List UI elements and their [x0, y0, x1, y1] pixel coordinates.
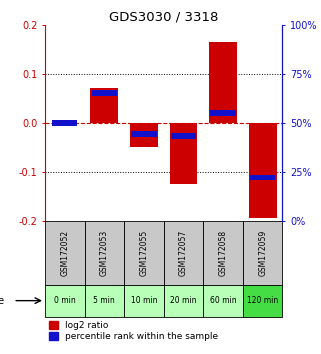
Text: 10 min: 10 min — [131, 296, 157, 305]
Bar — [210, 110, 236, 116]
Bar — [164, 221, 203, 285]
Bar — [203, 221, 243, 285]
Text: 120 min: 120 min — [247, 296, 278, 305]
Text: 5 min: 5 min — [93, 296, 115, 305]
Title: GDS3030 / 3318: GDS3030 / 3318 — [109, 11, 218, 24]
Bar — [164, 285, 203, 317]
Text: 60 min: 60 min — [210, 296, 236, 305]
Bar — [169, 123, 197, 184]
Bar — [203, 285, 243, 317]
Bar — [52, 120, 77, 126]
Text: GSM172059: GSM172059 — [258, 229, 267, 276]
Bar — [91, 90, 117, 96]
Text: GSM172053: GSM172053 — [100, 229, 109, 276]
Text: 0 min: 0 min — [54, 296, 76, 305]
Bar — [250, 175, 275, 181]
Text: GSM172055: GSM172055 — [139, 229, 148, 276]
Bar — [243, 285, 282, 317]
Bar — [171, 133, 196, 139]
Bar — [45, 285, 84, 317]
Bar — [91, 88, 118, 123]
Text: 20 min: 20 min — [170, 296, 197, 305]
Bar — [209, 42, 237, 123]
Bar — [124, 285, 164, 317]
Bar — [130, 123, 158, 147]
Text: time: time — [0, 296, 5, 306]
Bar — [131, 131, 157, 137]
Text: GSM172052: GSM172052 — [60, 229, 69, 276]
Text: GSM172057: GSM172057 — [179, 229, 188, 276]
Bar — [249, 123, 277, 218]
Legend: log2 ratio, percentile rank within the sample: log2 ratio, percentile rank within the s… — [49, 321, 218, 341]
Bar — [84, 285, 124, 317]
Bar — [45, 221, 84, 285]
Bar — [243, 221, 282, 285]
Text: GSM172058: GSM172058 — [219, 229, 228, 276]
Bar — [124, 221, 164, 285]
Bar — [84, 221, 124, 285]
